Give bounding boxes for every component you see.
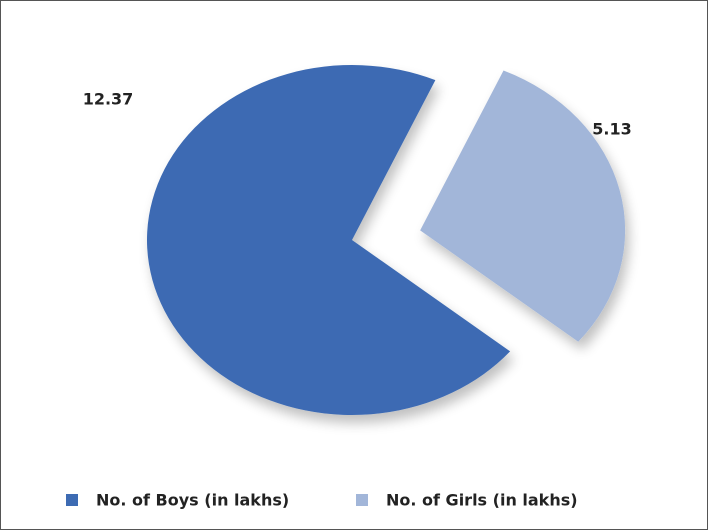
pie-slice: [420, 70, 626, 342]
legend-swatch: [66, 494, 78, 506]
data-label: 5.13: [592, 120, 631, 139]
data-label: 12.37: [83, 90, 134, 109]
pie-slice: [147, 65, 511, 415]
legend-label: No. of Girls (in lakhs): [386, 491, 578, 510]
legend-label: No. of Boys (in lakhs): [96, 491, 289, 510]
legend-swatch: [356, 494, 368, 506]
